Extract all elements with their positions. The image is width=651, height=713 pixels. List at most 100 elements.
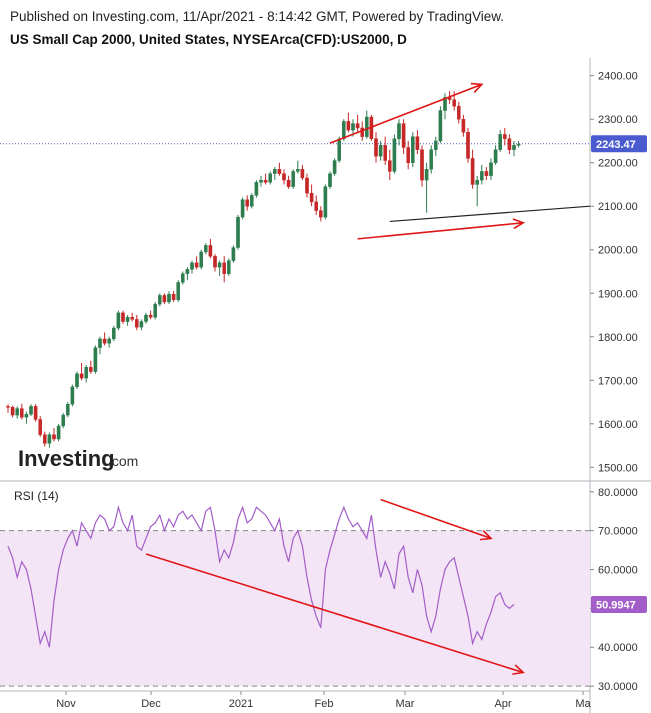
candle-body [217, 262, 222, 268]
candle-body [88, 367, 93, 372]
arrow-head [479, 530, 493, 541]
candle-body [286, 179, 291, 187]
candle-body [236, 216, 240, 248]
candle-body [185, 269, 190, 274]
candle [153, 301, 158, 320]
candle [332, 158, 337, 176]
candle-body [346, 121, 351, 131]
candle [378, 140, 383, 161]
candle-body [226, 260, 231, 274]
candle-body [254, 182, 259, 196]
arrow-shaft [357, 221, 524, 240]
candle [236, 214, 240, 250]
candle-body [420, 149, 424, 181]
logo-suffix: .com [108, 453, 138, 469]
candle [185, 267, 190, 281]
candle-body [282, 173, 286, 181]
price-tick-label: 1500.00 [598, 462, 638, 474]
candle-body [79, 373, 84, 379]
candle-body [360, 127, 365, 137]
candle [203, 243, 208, 255]
candle-body [493, 149, 498, 163]
candlestick-series [6, 90, 521, 448]
candle-body [93, 347, 98, 372]
candle-body [401, 123, 406, 148]
candle [93, 345, 98, 374]
candle-body [29, 406, 33, 415]
candle-body [180, 273, 185, 283]
candle [217, 260, 222, 276]
candle [314, 195, 319, 215]
candle-body [199, 251, 204, 268]
candle [84, 365, 88, 383]
rsi-current-badge: 50.9947 [591, 595, 647, 613]
candle [52, 428, 56, 442]
candle [180, 271, 185, 285]
candle-body [102, 338, 107, 344]
candle-body [61, 414, 65, 427]
candle-body [213, 256, 217, 268]
candle [254, 180, 259, 198]
candle-body [171, 293, 176, 300]
candle [116, 310, 121, 331]
candle-body [319, 210, 323, 218]
rsi-label: RSI (14) [14, 489, 59, 503]
arrow-head [512, 218, 526, 230]
candle-body [480, 171, 484, 181]
candle [268, 171, 273, 185]
candle [452, 90, 457, 111]
candle [29, 404, 33, 416]
candle-body [424, 169, 429, 181]
candle [6, 404, 10, 413]
price-tick-label: 2300.00 [598, 114, 638, 126]
candle [443, 93, 447, 120]
candle-body [148, 314, 153, 318]
rsi-tick-label: 30.0000 [598, 681, 638, 693]
candle-body [176, 282, 181, 300]
candle-body [70, 386, 75, 405]
candle-body [268, 173, 273, 183]
candle-body [415, 136, 420, 150]
candle [493, 145, 498, 165]
current-price-value: 2243.47 [596, 139, 636, 151]
candle [162, 293, 167, 305]
candle [259, 175, 263, 187]
candle-body [38, 419, 42, 435]
candle [213, 254, 217, 272]
candle-body [222, 262, 227, 274]
price-axis: 1500.00 1600.00 1700.00 1800.00 1900.00 2000.… [590, 71, 638, 474]
candle [277, 162, 282, 176]
candle-body [231, 247, 236, 261]
candle [323, 184, 328, 220]
candle [263, 173, 268, 185]
candle-body [167, 293, 171, 303]
candle [415, 130, 420, 155]
candle [374, 132, 378, 163]
candle-body [134, 319, 139, 328]
candle [503, 127, 507, 146]
candle-body [438, 110, 443, 142]
red-arrow [357, 218, 526, 240]
candle [121, 310, 125, 324]
candle-body [291, 171, 296, 187]
candle [411, 132, 415, 168]
candle-body [144, 314, 148, 322]
annotation-arrows [145, 82, 526, 675]
rsi-tick-label: 70.0000 [598, 526, 638, 538]
candle [291, 169, 296, 189]
candle-body [56, 425, 61, 440]
candle [498, 130, 503, 152]
candle [222, 256, 227, 283]
candle-body [434, 140, 438, 150]
candle [102, 332, 107, 346]
candle [231, 245, 236, 263]
candle-body [383, 145, 388, 161]
candle [507, 134, 512, 155]
candle [296, 160, 300, 174]
candle-body [245, 199, 250, 207]
candle [171, 291, 176, 302]
rsi-tick-label: 60.0000 [598, 565, 638, 577]
time-tick-label: Ma [575, 698, 591, 710]
candle-body [121, 312, 125, 322]
